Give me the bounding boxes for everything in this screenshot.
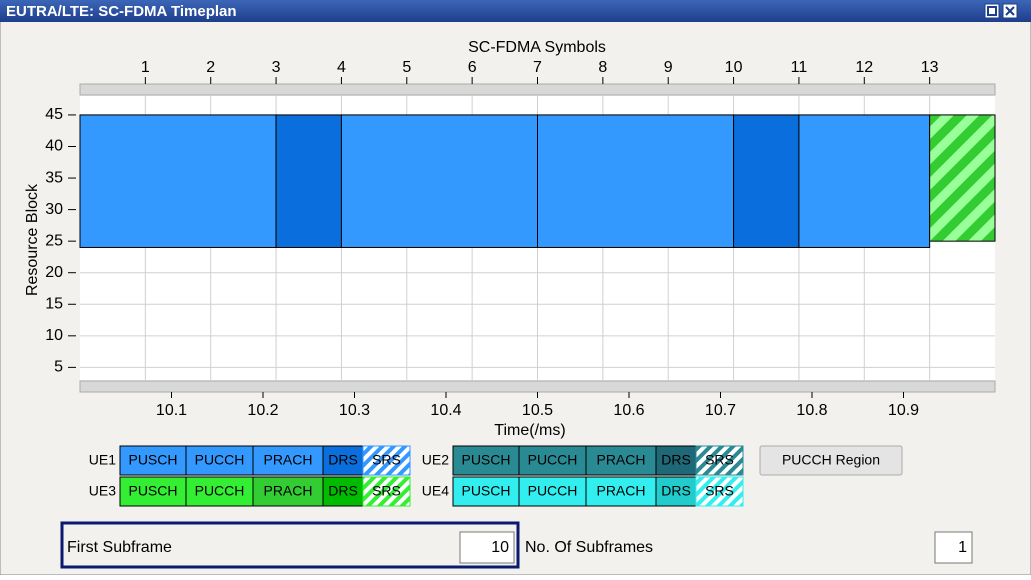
top-tick-label: 8 xyxy=(598,59,607,76)
legend-label: SRS xyxy=(705,483,734,499)
y-tick-label: 10 xyxy=(45,327,63,344)
burst xyxy=(275,114,342,248)
legend-swatch xyxy=(695,445,744,476)
title-bar xyxy=(0,0,1031,22)
legend-swatch xyxy=(655,445,697,476)
x-tick-label: 10.2 xyxy=(247,402,278,419)
legend-swatch xyxy=(185,445,254,476)
legend-label: PUCCH xyxy=(528,483,578,499)
legend-swatch xyxy=(585,445,657,476)
burst xyxy=(929,114,996,242)
legend-label: PUSCH xyxy=(128,483,177,499)
legend-swatch xyxy=(518,476,587,507)
x-tick-label: 10.3 xyxy=(339,402,370,419)
legend-label: PUSCH xyxy=(461,452,510,468)
close-icon xyxy=(1005,6,1015,16)
burst xyxy=(537,114,735,248)
num-subframes-input[interactable] xyxy=(934,531,973,564)
top-tick-label: 12 xyxy=(855,59,873,76)
y-tick-label: 45 xyxy=(45,106,63,123)
pucch-region-button[interactable] xyxy=(759,445,903,476)
y-tick-label: 5 xyxy=(54,359,63,376)
legend-swatch xyxy=(119,445,187,476)
y-tick-label: 15 xyxy=(45,295,63,312)
top-tick-label: 10 xyxy=(725,59,743,76)
legend-ue: UE2 xyxy=(422,452,449,468)
y-tick-label: 30 xyxy=(45,201,63,218)
button-label: PUCCH Region xyxy=(782,452,880,468)
burst xyxy=(79,114,277,248)
window-title: EUTRA/LTE: SC-FDMA Timeplan xyxy=(6,3,237,20)
x-axis-label: Time(/ms) xyxy=(494,422,565,439)
top-tick-label: 4 xyxy=(337,59,346,76)
y-tick-label: 20 xyxy=(45,264,63,281)
top-tick-label: 5 xyxy=(402,59,411,76)
legend-label: SRS xyxy=(372,452,401,468)
legend-label: PRACH xyxy=(596,483,645,499)
first-subframe-label: First Subframe xyxy=(67,539,172,556)
maximize-icon xyxy=(987,6,997,16)
legend-swatch xyxy=(362,445,411,476)
burst xyxy=(733,114,800,248)
legend-swatch xyxy=(452,476,520,507)
top-tick-label: 2 xyxy=(206,59,215,76)
top-tick-label: 6 xyxy=(468,59,477,76)
x-tick-label: 10.7 xyxy=(705,402,736,419)
legend-swatch xyxy=(655,476,697,507)
bottom-scroll-bar xyxy=(79,380,996,393)
legend-label: DRS xyxy=(328,452,358,468)
first-subframe-value: 10 xyxy=(491,539,509,556)
legend-swatch xyxy=(119,476,187,507)
legend-label: DRS xyxy=(661,483,691,499)
y-axis-label: Resource Block xyxy=(24,183,41,296)
legend-swatch xyxy=(252,476,324,507)
y-tick-label: 35 xyxy=(45,169,63,186)
legend-label: PUCCH xyxy=(195,483,245,499)
x-tick-label: 10.8 xyxy=(796,402,827,419)
y-tick-label: 40 xyxy=(45,138,63,155)
num-subframes-value: 1 xyxy=(958,539,967,556)
legend-label: PRACH xyxy=(263,483,312,499)
burst xyxy=(340,114,538,248)
top-tick-label: 13 xyxy=(921,59,939,76)
legend-ue: UE3 xyxy=(89,483,116,499)
legend-label: SRS xyxy=(705,452,734,468)
first-subframe-input[interactable] xyxy=(459,531,515,564)
legend-label: PRACH xyxy=(596,452,645,468)
legend-swatch xyxy=(518,445,587,476)
legend-label: SRS xyxy=(372,483,401,499)
num-subframes-label: No. Of Subframes xyxy=(525,539,653,556)
x-tick-label: 10.4 xyxy=(430,402,461,419)
legend-label: DRS xyxy=(661,452,691,468)
legend-label: PUSCH xyxy=(461,483,510,499)
legend-swatch xyxy=(585,476,657,507)
legend-label: PUCCH xyxy=(528,452,578,468)
legend-ue: UE1 xyxy=(89,452,116,468)
top-axis-label: SC-FDMA Symbols xyxy=(468,39,606,56)
legend-label: DRS xyxy=(328,483,358,499)
top-tick-label: 7 xyxy=(533,59,542,76)
top-tick-label: 1 xyxy=(141,59,150,76)
legend-label: PRACH xyxy=(263,452,312,468)
x-tick-label: 10.5 xyxy=(522,402,553,419)
top-tick-label: 11 xyxy=(791,59,808,76)
legend-swatch xyxy=(695,476,744,507)
top-tick-label: 3 xyxy=(272,59,281,76)
first-subframe-group xyxy=(60,521,520,569)
top-tick-label: 9 xyxy=(664,59,673,76)
legend-label: PUCCH xyxy=(195,452,245,468)
x-tick-label: 10.6 xyxy=(613,402,644,419)
burst xyxy=(798,114,931,248)
legend-label: PUSCH xyxy=(128,452,177,468)
x-tick-label: 10.9 xyxy=(888,402,919,419)
top-scroll-bar xyxy=(79,83,996,96)
x-tick-label: 10.1 xyxy=(156,402,187,419)
legend-swatch xyxy=(362,476,411,507)
legend-ue: UE4 xyxy=(422,483,449,499)
legend-swatch xyxy=(322,445,364,476)
y-tick-label: 25 xyxy=(45,232,63,249)
